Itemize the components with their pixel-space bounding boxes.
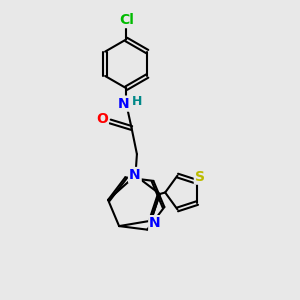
- Text: O: O: [96, 112, 108, 126]
- Text: N: N: [118, 97, 130, 111]
- Text: H: H: [132, 95, 142, 108]
- Text: Cl: Cl: [119, 13, 134, 27]
- Text: N: N: [129, 168, 141, 182]
- Text: N: N: [149, 216, 161, 230]
- Text: S: S: [195, 170, 205, 184]
